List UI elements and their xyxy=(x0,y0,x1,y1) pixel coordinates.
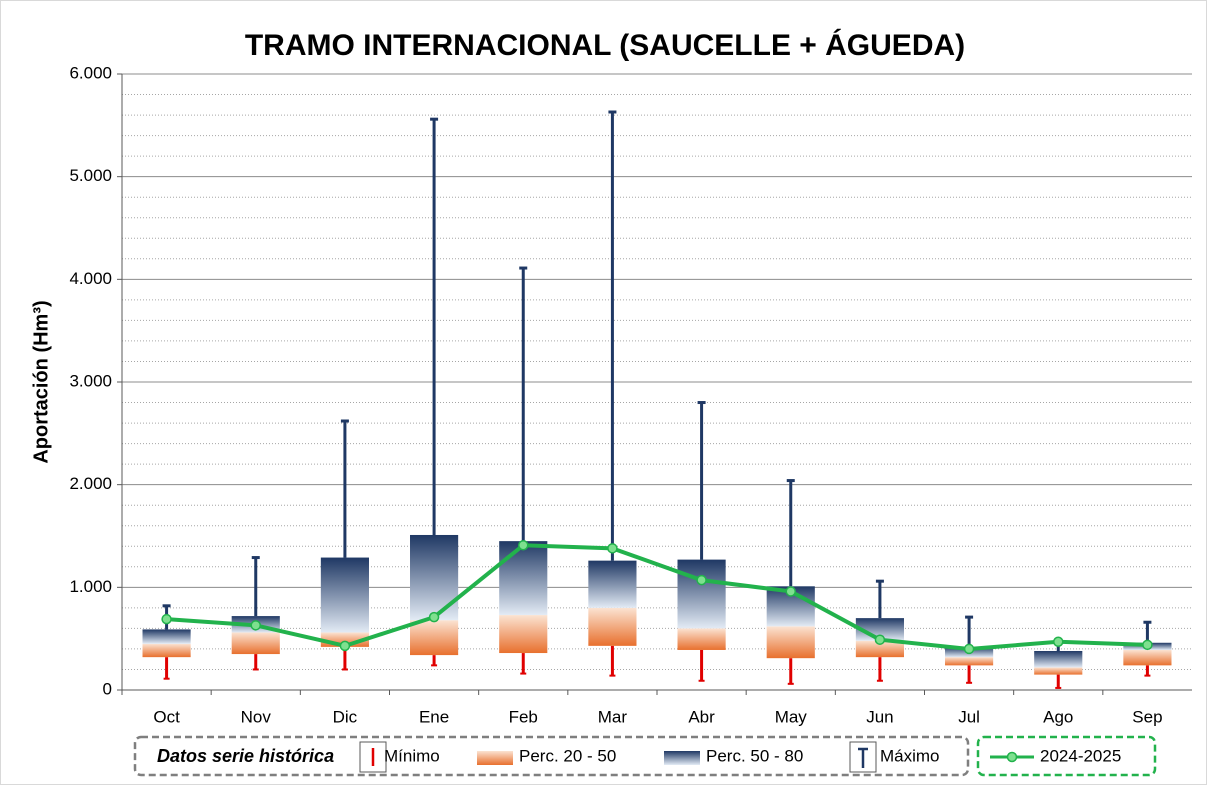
y-tick-label: 1.000 xyxy=(69,577,112,596)
line-point xyxy=(1053,636,1064,647)
y-tick-label: 4.000 xyxy=(69,269,112,288)
box-50-80 xyxy=(410,534,459,621)
legend-label: Máximo xyxy=(880,746,940,765)
box-20-50 xyxy=(1034,667,1083,675)
box-50-80 xyxy=(677,559,726,629)
line-point xyxy=(785,586,796,597)
box-20-50 xyxy=(945,657,994,666)
x-tick-label: Jul xyxy=(958,707,980,726)
box-20-50 xyxy=(142,643,191,658)
line-point xyxy=(161,613,172,625)
line-point xyxy=(963,643,975,655)
x-tick-label: Dic xyxy=(333,707,358,726)
legend-label: Perc. 50 - 80 xyxy=(706,746,803,765)
legend-icon xyxy=(477,751,513,765)
legend-label: 2024-2025 xyxy=(1040,746,1121,765)
box-20-50 xyxy=(677,628,726,650)
legend-icon xyxy=(1006,751,1018,763)
y-tick-label: 3.000 xyxy=(69,371,112,390)
legend-box xyxy=(976,735,1157,777)
x-tick-label: Ago xyxy=(1043,707,1073,726)
x-tick-label: Mar xyxy=(598,707,628,726)
box-20-50 xyxy=(1123,649,1172,666)
plot-area: 0 1.000 2.000 3.000 4.000 5.000 6.000 Oct Nov Dic… xyxy=(69,63,1192,726)
box-50-80 xyxy=(320,557,369,633)
legend-label: Perc. 20 - 50 xyxy=(519,746,616,765)
y-axis-label: Aportación (Hm³) xyxy=(30,300,52,463)
box-20-50 xyxy=(588,607,637,646)
y-tick-label: 5.000 xyxy=(69,166,112,185)
line-point xyxy=(696,574,707,586)
box-20-50 xyxy=(855,640,904,658)
y-tick-label: 2.000 xyxy=(69,474,112,493)
box-50-80 xyxy=(499,541,548,616)
line xyxy=(166,543,1148,651)
x-tick-label: Feb xyxy=(509,707,538,726)
line-point xyxy=(607,543,618,554)
x-tick-label: Ene xyxy=(419,707,449,726)
line-point xyxy=(339,640,351,652)
legend-label: Mínimo xyxy=(384,746,440,765)
box-50-80 xyxy=(142,629,191,644)
y-tick-label: 0 xyxy=(103,679,112,698)
legend-group-label: Datos serie histórica xyxy=(157,746,334,766)
line-point xyxy=(250,620,261,631)
line-point xyxy=(874,634,886,645)
y-tick-label: 6.000 xyxy=(69,63,112,82)
x-tick-label: Sep xyxy=(1132,707,1162,726)
line-point xyxy=(428,611,440,623)
x-tick-label: May xyxy=(775,707,808,726)
x-tick-label: Nov xyxy=(241,707,272,726)
legend-box xyxy=(133,735,970,777)
box-50-80 xyxy=(1034,650,1083,668)
chart-title: TRAMO INTERNACIONAL (SAUCELLE + ÁGUEDA) xyxy=(245,28,965,62)
line-point xyxy=(518,539,529,551)
x-tick-label: Abr xyxy=(688,707,715,726)
box-20-50 xyxy=(231,632,280,655)
box-50-80 xyxy=(588,560,637,608)
x-tick-label: Jun xyxy=(866,707,893,726)
x-tick-label: Oct xyxy=(153,707,180,726)
line-point xyxy=(1142,639,1153,651)
legend-icon xyxy=(664,751,700,765)
box-20-50 xyxy=(499,615,548,654)
box-20-50 xyxy=(410,620,459,656)
box-20-50 xyxy=(766,626,815,659)
